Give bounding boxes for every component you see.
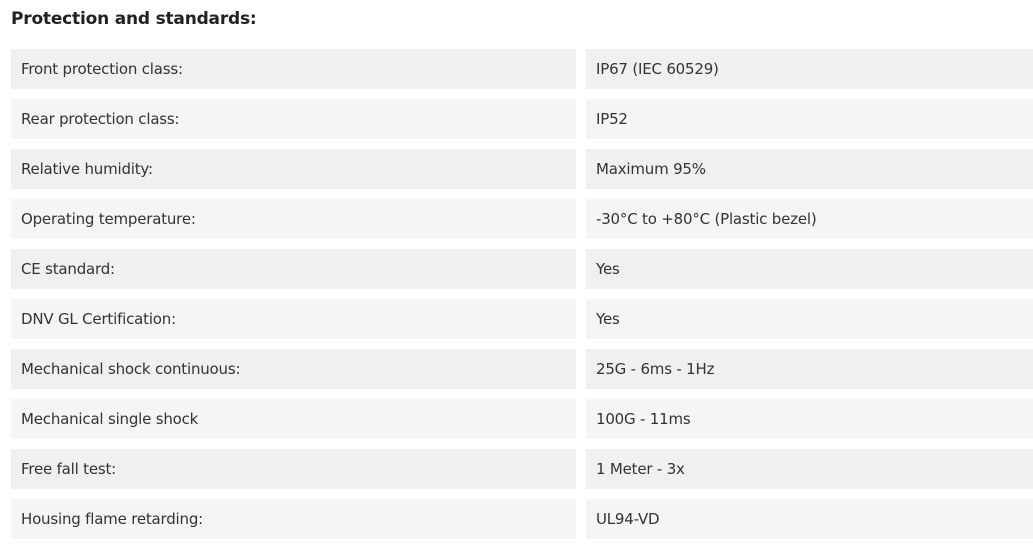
spec-label: Free fall test:	[11, 449, 576, 489]
spec-label: Relative humidity:	[11, 149, 576, 189]
table-row: Housing flame retarding: UL94-VD	[11, 499, 1033, 539]
table-row: Rear protection class: IP52	[11, 99, 1033, 139]
table-row: Front protection class: IP67 (IEC 60529)	[11, 49, 1033, 89]
section-title: Protection and standards:	[11, 9, 257, 29]
specs-table: Front protection class: IP67 (IEC 60529) …	[11, 49, 1033, 549]
spec-value: -30°C to +80°C (Plastic bezel)	[586, 199, 1033, 239]
table-row: Operating temperature: -30°C to +80°C (Pl…	[11, 199, 1033, 239]
spec-label: DNV GL Certification:	[11, 299, 576, 339]
spec-value: UL94-VD	[586, 499, 1033, 539]
spec-value: Yes	[586, 249, 1033, 289]
spec-label: CE standard:	[11, 249, 576, 289]
spec-value: 100G - 11ms	[586, 399, 1033, 439]
table-row: CE standard: Yes	[11, 249, 1033, 289]
table-row: DNV GL Certification: Yes	[11, 299, 1033, 339]
table-row: Mechanical single shock 100G - 11ms	[11, 399, 1033, 439]
spec-label: Rear protection class:	[11, 99, 576, 139]
spec-label: Front protection class:	[11, 49, 576, 89]
table-row: Mechanical shock continuous: 25G - 6ms - …	[11, 349, 1033, 389]
table-row: Free fall test: 1 Meter - 3x	[11, 449, 1033, 489]
spec-value: 25G - 6ms - 1Hz	[586, 349, 1033, 389]
spec-value: 1 Meter - 3x	[586, 449, 1033, 489]
spec-label: Operating temperature:	[11, 199, 576, 239]
spec-label: Housing flame retarding:	[11, 499, 576, 539]
spec-label: Mechanical shock continuous:	[11, 349, 576, 389]
spec-value: Yes	[586, 299, 1033, 339]
spec-value: IP67 (IEC 60529)	[586, 49, 1033, 89]
spec-value: IP52	[586, 99, 1033, 139]
table-row: Relative humidity: Maximum 95%	[11, 149, 1033, 189]
spec-value: Maximum 95%	[586, 149, 1033, 189]
spec-label: Mechanical single shock	[11, 399, 576, 439]
